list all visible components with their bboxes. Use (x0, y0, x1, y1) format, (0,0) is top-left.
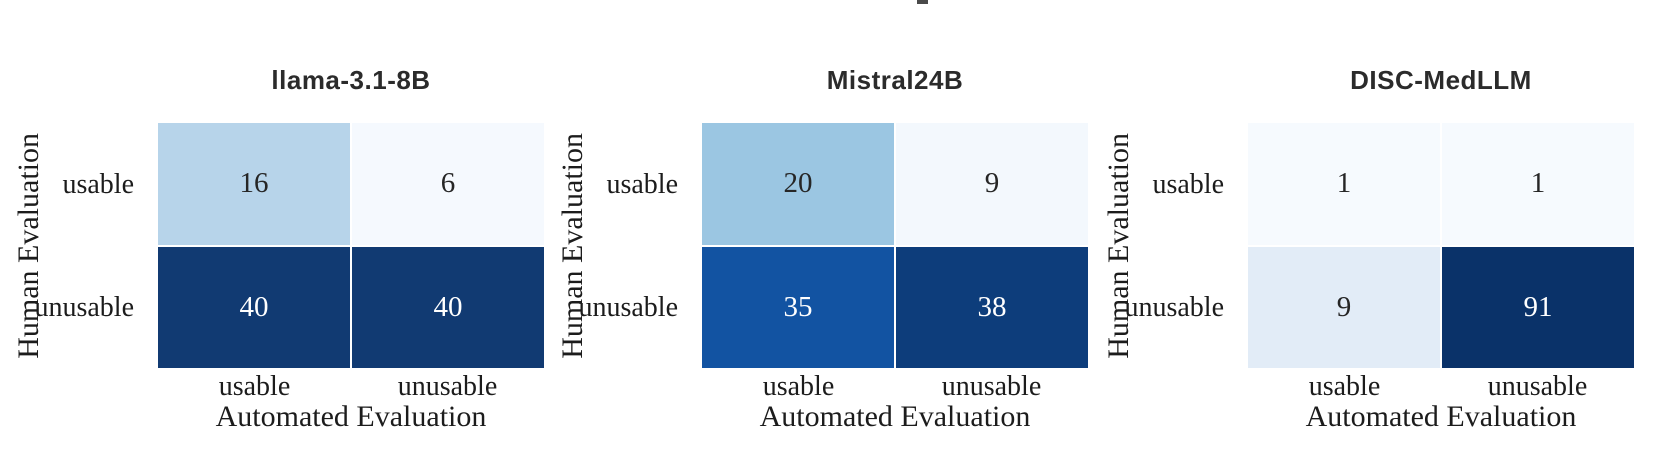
heatmap-cell: 6 (352, 123, 544, 245)
heatmap-panel-llama: llama-3.1-8B Human Evaluation usable unu… (6, 0, 544, 461)
x-tick-labels: usable unusable (702, 372, 1088, 402)
heatmap-grid: 16 6 40 40 (158, 123, 544, 368)
heatmap-grid: 1 1 9 91 (1248, 123, 1634, 368)
y-tick-usable: usable (606, 168, 678, 200)
heatmap-cell: 35 (702, 246, 894, 368)
y-tick-unusable: unusable (578, 291, 678, 323)
heatmap-cell: 91 (1442, 246, 1634, 368)
heatmap-cell: 9 (896, 123, 1088, 245)
heatmap-cell: 1 (1248, 123, 1440, 245)
heatmap-cell: 9 (1248, 246, 1440, 368)
y-axis-label: Human Evaluation (1102, 132, 1135, 359)
y-tick-usable: usable (62, 168, 134, 200)
x-axis-label: Automated Evaluation (215, 400, 487, 433)
cropped-text-fragment (917, 0, 928, 4)
x-tick-usable: usable (762, 371, 835, 402)
heatmap-panel-mistral: Mistral24B Human Evaluation usable unusa… (550, 0, 1088, 461)
x-tick-labels: usable unusable (1248, 372, 1634, 402)
y-axis-label: Human Evaluation (556, 132, 589, 359)
heatmap-panel-disc-medllm: DISC-MedLLM Human Evaluation usable unus… (1096, 0, 1634, 461)
heatmap-cell: 38 (896, 246, 1088, 368)
heatmap-cell: 40 (158, 246, 350, 368)
chart-title: llama-3.1-8B (271, 65, 431, 95)
y-axis-label: Human Evaluation (12, 132, 45, 359)
x-tick-usable: usable (218, 371, 291, 402)
x-tick-usable: usable (1308, 371, 1381, 402)
x-tick-unusable: unusable (941, 371, 1042, 402)
heatmap-cell: 16 (158, 123, 350, 245)
heatmap-cell: 1 (1442, 123, 1634, 245)
y-tick-unusable: unusable (1124, 291, 1224, 323)
heatmap-cell: 20 (702, 123, 894, 245)
chart-title: Mistral24B (826, 65, 964, 95)
x-axis-label: Automated Evaluation (759, 400, 1031, 433)
x-tick-labels: usable unusable (158, 372, 544, 402)
x-tick-unusable: unusable (397, 371, 498, 402)
chart-title: DISC-MedLLM (1350, 65, 1532, 95)
x-axis-label: Automated Evaluation (1305, 400, 1577, 433)
heatmap-cell: 40 (352, 246, 544, 368)
x-tick-unusable: unusable (1487, 371, 1588, 402)
y-tick-unusable: unusable (34, 291, 134, 323)
heatmap-grid: 20 9 35 38 (702, 123, 1088, 368)
y-tick-usable: usable (1152, 168, 1224, 200)
